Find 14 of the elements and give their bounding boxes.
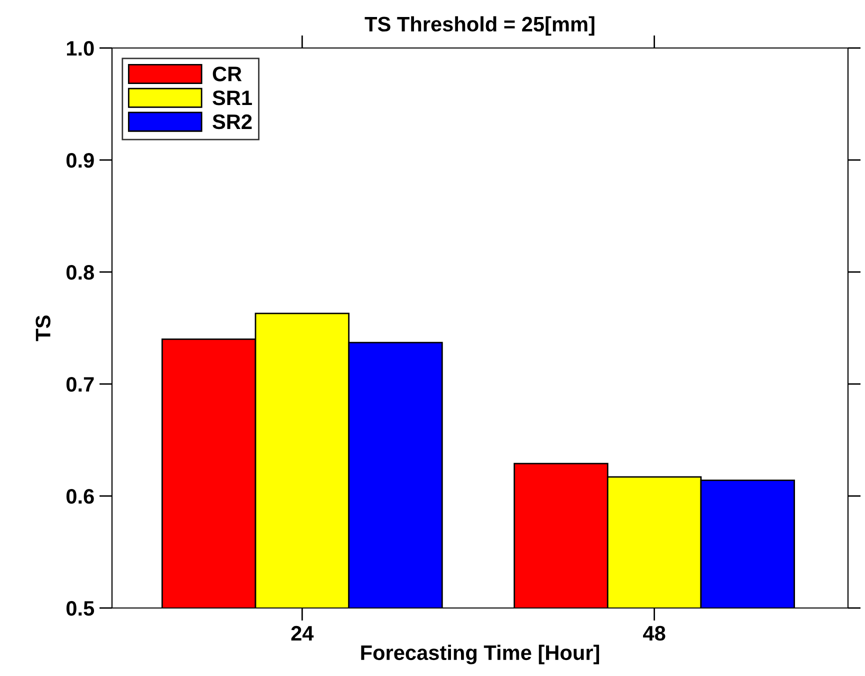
y-tick-label: 0.5 (66, 601, 94, 616)
legend-label: SR2 (212, 114, 252, 130)
y-tick-label: 0.7 (66, 377, 94, 392)
x-axis-title: Forecasting Time [Hour] (361, 644, 600, 664)
legend-label: CR (212, 66, 242, 82)
y-axis-title: TS (36, 316, 50, 342)
chart-title: TS Threshold = 25[mm] (364, 16, 594, 36)
legend-label: SR1 (212, 90, 252, 106)
y-tick-label: 0.6 (66, 489, 94, 504)
x-tick-label: 48 (643, 626, 666, 641)
y-tick-label: 0.9 (66, 153, 94, 168)
x-tick-label: 24 (291, 626, 314, 640)
y-tick-label: 1.0 (66, 41, 94, 56)
y-tick-label: 0.8 (66, 265, 94, 280)
